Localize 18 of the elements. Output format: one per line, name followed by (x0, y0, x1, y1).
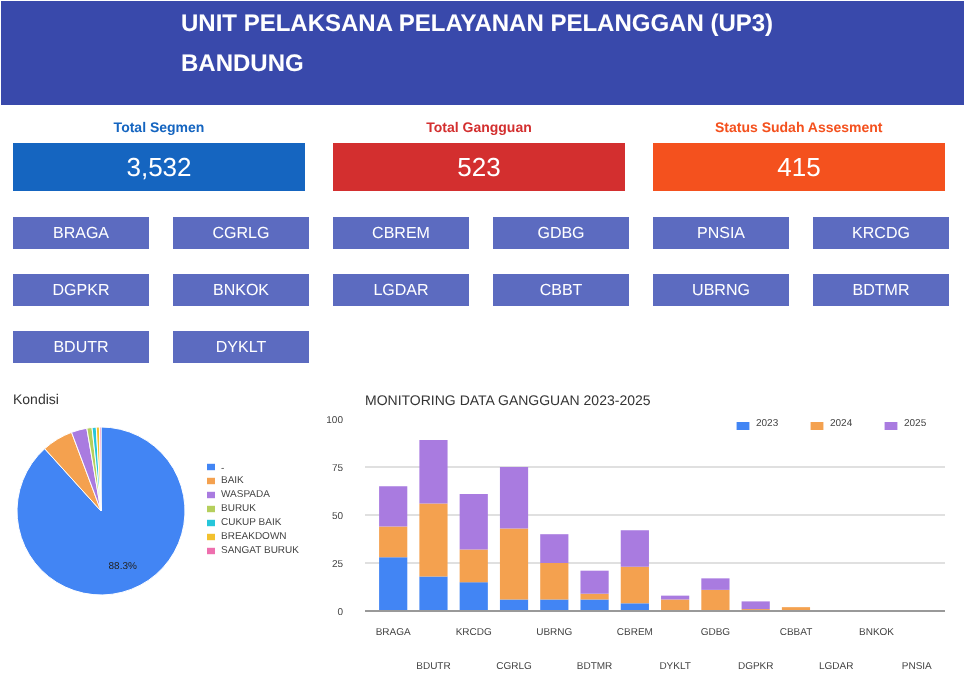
text: 523 (457, 152, 501, 182)
text: GDBG (537, 224, 585, 242)
text: LGDAR (373, 281, 430, 299)
text: CGRLG (212, 224, 270, 242)
text: PNSIA (696, 224, 747, 242)
text: UBRNG (692, 281, 750, 299)
text: DYKLT (215, 338, 267, 356)
text: BRAGA (52, 224, 111, 242)
text: UNIT PELAKSANA PELAYANAN PELANGGAN (UP3) BANDUNG (181, 9, 774, 77)
text: BDTMR (852, 281, 910, 299)
text: DGPKR (52, 281, 110, 299)
text: BDUTR (53, 338, 109, 356)
text: CBREM (372, 224, 431, 242)
text: BNKOK (212, 281, 271, 299)
text: 3,532 (126, 152, 192, 182)
text: KRCDG (852, 224, 910, 242)
text: CBBT (539, 281, 583, 299)
text: 415 (777, 152, 821, 182)
